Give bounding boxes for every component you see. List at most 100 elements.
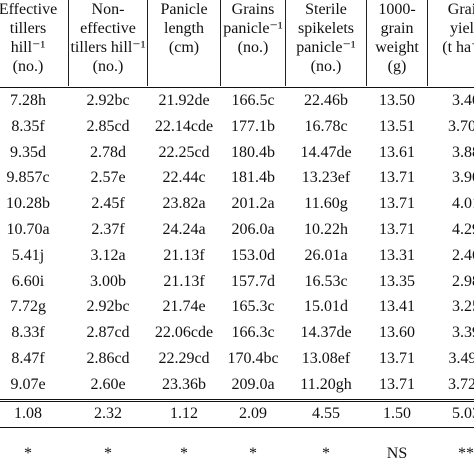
table-row: 10.70a 2.37f 24.24a 206.0a 10.22h 13.71 4.29	[0, 218, 474, 242]
table-row: 10.28b 2.45f 23.82a 201.2a 11.60g 13.71 4.01	[0, 192, 474, 216]
table-cell: 153.0d	[231, 246, 275, 264]
significance-cell: *	[104, 445, 112, 462]
table-cell: 177.1b	[231, 117, 275, 135]
significance-cell: *	[322, 445, 330, 462]
table-cell: 2.60e	[90, 375, 126, 393]
significance-row: * * * * * NS **	[0, 442, 474, 466]
table-cell: 201.2a	[231, 195, 275, 213]
table-row: 8.47f 2.86cd 22.29cd 170.4bc 13.08ef 13.71 3.4…	[0, 347, 474, 371]
header-line: Non-	[91, 1, 125, 18]
column-divider	[220, 0, 221, 86]
table-cell: 21.92de	[158, 92, 210, 109]
header-line: Sterile	[305, 1, 347, 18]
table-cell: 165.3c	[231, 298, 275, 316]
table-cell: 13.61	[379, 143, 415, 161]
header-non-effective-tillers: Non- effective tillers hill⁻¹ (no.)	[69, 0, 147, 86]
header-line: panicle⁻¹	[296, 39, 356, 56]
table-cell: 181.4b	[231, 169, 275, 187]
column-divider	[427, 0, 428, 86]
header-grain-yield: Grain yield (t ha⁻¹)	[428, 0, 474, 86]
table-cell: 2.78d	[90, 143, 126, 161]
table-cell: 3.40	[452, 92, 474, 109]
table-row: 9.35d 2.78d 22.25cd 180.4b 14.47de 13.61 3.88	[0, 141, 474, 165]
table-cell: 3.90	[452, 169, 474, 187]
significance-cell: NS	[386, 445, 408, 462]
table-cell: 13.50	[379, 92, 415, 109]
table-cell: 2.37f	[91, 221, 125, 238]
table-cell: 7.72g	[10, 298, 46, 316]
header-line: 1000-	[378, 1, 416, 18]
table-cell: 11.20gh	[300, 375, 352, 393]
column-divider	[147, 0, 148, 86]
table-cell: 22.29cd	[158, 350, 210, 367]
header-1000-grain-weight: 1000- grain weight (g)	[367, 0, 427, 86]
table-cell: 2.46	[452, 246, 474, 264]
table-cell: 4.29	[452, 221, 474, 238]
header-line: tillers hill⁻¹	[70, 39, 146, 56]
table-row: 6.60i 3.00b 21.13f 157.7d 16.53c 13.35 2.98	[0, 270, 474, 294]
lsd-cell: 2.32	[94, 405, 122, 422]
header-effective-tillers: Effective tillers hill⁻¹ (no.)	[0, 0, 76, 86]
table-cell: 13.51	[379, 117, 415, 135]
table-row: 7.72g 2.92bc 21.74e 165.3c 15.01d 13.41 3.25	[0, 295, 474, 319]
table-cell: 24.24a	[162, 221, 206, 238]
table-cell: 9.857c	[6, 169, 50, 187]
header-line: length	[164, 20, 204, 37]
significance-cell: *	[24, 445, 32, 462]
table-cell: 180.4b	[231, 143, 275, 161]
lsd-cell: 1.08	[14, 405, 42, 422]
lsd-cell: 2.09	[239, 405, 267, 422]
table-cell: 2.92bc	[86, 298, 130, 316]
header-line: (g)	[387, 58, 407, 75]
header-rule	[0, 87, 474, 88]
lsd-top-rule	[0, 399, 474, 400]
header-line: (t ha⁻¹)	[442, 39, 474, 56]
table-cell: 14.47de	[300, 143, 352, 161]
table-row: 9.857c 2.57e 22.44c 181.4b 13.23ef 13.71 3.90	[0, 166, 474, 190]
header-line: hill⁻¹	[10, 39, 46, 56]
table-row: 5.41j 3.12a 21.13f 153.0d 26.01a 13.31 2.46	[0, 244, 474, 268]
table-cell: 21.74e	[162, 298, 206, 316]
header-line: Grain	[447, 1, 474, 18]
table-cell: 7.28h	[10, 92, 46, 109]
lsd-cell: 5.03	[452, 405, 474, 422]
lsd-row: 1.08 2.32 1.12 2.09 4.55 1.50 5.03	[0, 402, 474, 426]
header-line: grain	[380, 20, 414, 37]
significance-cell: *	[249, 445, 257, 462]
lsd-top-rule-double	[0, 401, 474, 402]
table-cell: 170.4bc	[227, 350, 279, 367]
table-cell: 10.70a	[6, 221, 50, 238]
lsd-cell: 1.12	[170, 405, 198, 422]
header-line: spikelets	[298, 20, 354, 37]
table-cell: 22.25cd	[158, 143, 210, 161]
table-cell: 13.71	[379, 350, 415, 367]
table-cell: 26.01a	[304, 246, 348, 264]
header-line: (no.)	[310, 58, 342, 75]
table-cell: 22.06cde	[154, 324, 214, 342]
table-cell: 13.31	[379, 246, 415, 264]
table-cell: 13.71	[379, 221, 415, 238]
table-cell: 9.07e	[10, 375, 46, 393]
lsd-bottom-rule	[0, 427, 474, 428]
table-row: 9.07e 2.60e 23.36b 209.0a 11.20gh 13.71 3.72b	[0, 373, 474, 397]
lsd-cell: 4.55	[312, 405, 340, 422]
header-grains-panicle: Grains panicle⁻¹ (no.)	[221, 0, 285, 86]
table-cell: 166.5c	[231, 92, 275, 109]
table-cell: 11.60g	[304, 195, 348, 213]
table-cell: 10.28b	[6, 195, 50, 213]
table-cell: 3.88	[452, 143, 474, 161]
table-cell: 9.35d	[10, 143, 46, 161]
table-cell: 2.86cd	[86, 350, 130, 367]
table-cell: 21.13f	[163, 272, 205, 290]
table-cell: 3.72b	[448, 375, 474, 393]
table-cell: 209.0a	[231, 375, 275, 393]
header-line: Panicle	[160, 1, 208, 18]
table-cell: 8.35f	[11, 117, 45, 135]
header-line: Effective	[0, 1, 58, 18]
header-sterile-spikelets: Sterile spikelets panicle⁻¹ (no.)	[286, 0, 366, 86]
table-cell: 15.01d	[304, 298, 348, 316]
header-line: yield	[450, 20, 474, 37]
significance-cell: **	[458, 445, 474, 462]
header-panicle-length: Panicle length (cm)	[148, 0, 220, 86]
lsd-cell: 1.50	[383, 405, 411, 422]
